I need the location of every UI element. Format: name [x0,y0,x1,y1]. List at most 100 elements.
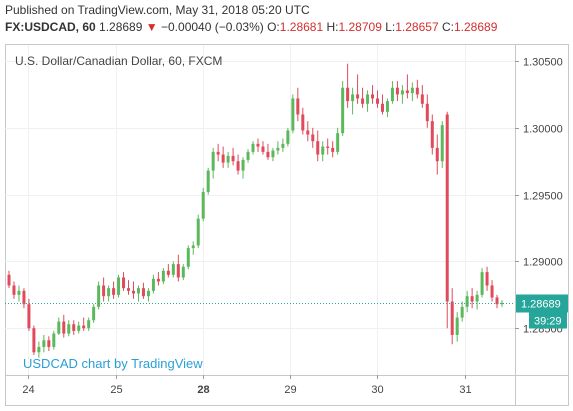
candle-body-down [495,297,499,305]
candle-body-down [122,277,126,289]
symbol-label: FX:USDCAD, 60 [5,20,96,34]
watermark-link[interactable]: USDCAD chart by TradingView [23,356,203,371]
candle-body-down [371,94,375,99]
candle-body-down [331,147,335,152]
candle-body-down [156,278,160,282]
candle-body-up [480,272,484,295]
candle-body-down [62,321,66,334]
countdown-tag [529,312,567,329]
candle-body-down [221,154,225,163]
current-price-tag [516,294,568,313]
price-change: −0.00040 (−0.03%) [161,20,264,34]
candle-body-up [42,340,46,347]
candle-body-up [17,290,21,295]
candle-body-down [22,290,26,305]
candle-body-down [450,301,454,335]
candle-body-down [356,94,360,99]
y-tick-label: 1.30000 [523,124,563,136]
chart-border [5,44,569,406]
candle-body-up [351,94,355,102]
published-caption: Published on TradingView.com, May 31, 20… [5,3,310,17]
candle-body-up [385,101,389,112]
candle-body-up [241,159,245,171]
candle-body-up [206,170,210,192]
candle-body-up [67,324,71,334]
candle-body-down [430,121,434,148]
candle-body-up [52,333,56,347]
candle-body-down [82,325,86,329]
candle-body-up [97,285,101,307]
candle-body-down [141,288,145,297]
ohlc-summary: FX:USDCAD, 60 1.28689 ▼ −0.00040 (−0.03%… [5,20,497,34]
high-label: H: [326,20,339,34]
down-arrow-icon: ▼ [145,20,158,34]
candle-body-up [226,155,230,163]
candle-body-up [500,302,504,305]
candle-body-down [216,151,220,155]
candle-body-down [361,98,365,104]
low-value: 1.28657 [395,20,439,34]
current-price-label: 1.28689 [521,299,561,311]
chart-frame[interactable]: 1.30500 1.30000 1.29500 1.29000 1.28500 24 25 2… [5,44,569,406]
close-value: 1.28689 [453,20,498,34]
chart-title: U.S. Dollar/Canadian Dollar, 60, FXCM [15,54,222,68]
candle-body-up [246,151,250,160]
candle-body-up [146,290,150,297]
candle-body-down [296,98,300,115]
y-tick-label: 1.29000 [523,257,563,269]
candle-body-down [261,146,265,152]
y-tick-label: 1.30500 [523,57,563,69]
candle-body-up [107,288,111,297]
candle-body-up [460,306,464,318]
candle-body-up [281,143,285,148]
candle-body-up [136,288,140,294]
candle-body-up [37,346,41,353]
candle-body-down [266,151,270,158]
candle-body-down [490,285,494,298]
candle-body-down [376,98,380,104]
candle-body-down [27,304,31,329]
candle-body-down [316,141,320,155]
candle-body-down [32,328,36,353]
candle-body-up [77,325,81,331]
candle-body-up [366,94,370,104]
low-label: L: [385,20,396,34]
candle-body-down [425,103,429,122]
candle-body-up [211,151,215,171]
candle-body-up [390,87,394,102]
candle-body-down [236,161,240,171]
candle-body-down [72,324,76,331]
candle-body-up [196,218,200,246]
candle-body-down [415,87,419,95]
grid-layer [5,45,515,375]
candle-body-down [301,114,305,131]
x-tick-label: 30 [371,384,383,396]
candle-layer [7,63,504,358]
candle-body-up [171,264,175,275]
countdown-label: 39:29 [534,316,562,328]
candle-body-up [201,191,205,219]
candle-body-down [127,288,131,291]
candle-body-up [181,266,185,278]
candle-body-up [271,150,275,158]
high-value: 1.28709 [338,20,382,34]
candle-body-down [380,103,384,112]
candle-body-down [112,288,116,295]
close-label: C: [441,20,454,34]
candle-body-up [291,98,295,131]
candle-body-down [7,274,11,286]
candle-body-down [470,296,474,302]
last-price: 1.28689 [99,20,143,34]
candle-body-down [306,130,310,135]
candle-body-down [176,264,180,278]
x-tick-label: 24 [22,384,34,396]
candle-body-up [251,143,255,152]
candle-body-up [455,317,459,335]
candle-body-up [161,270,165,282]
candle-body-down [131,290,135,294]
candle-body-up [475,294,479,302]
x-tick-label: 29 [284,384,296,396]
x-tick-label: 31 [459,384,471,396]
